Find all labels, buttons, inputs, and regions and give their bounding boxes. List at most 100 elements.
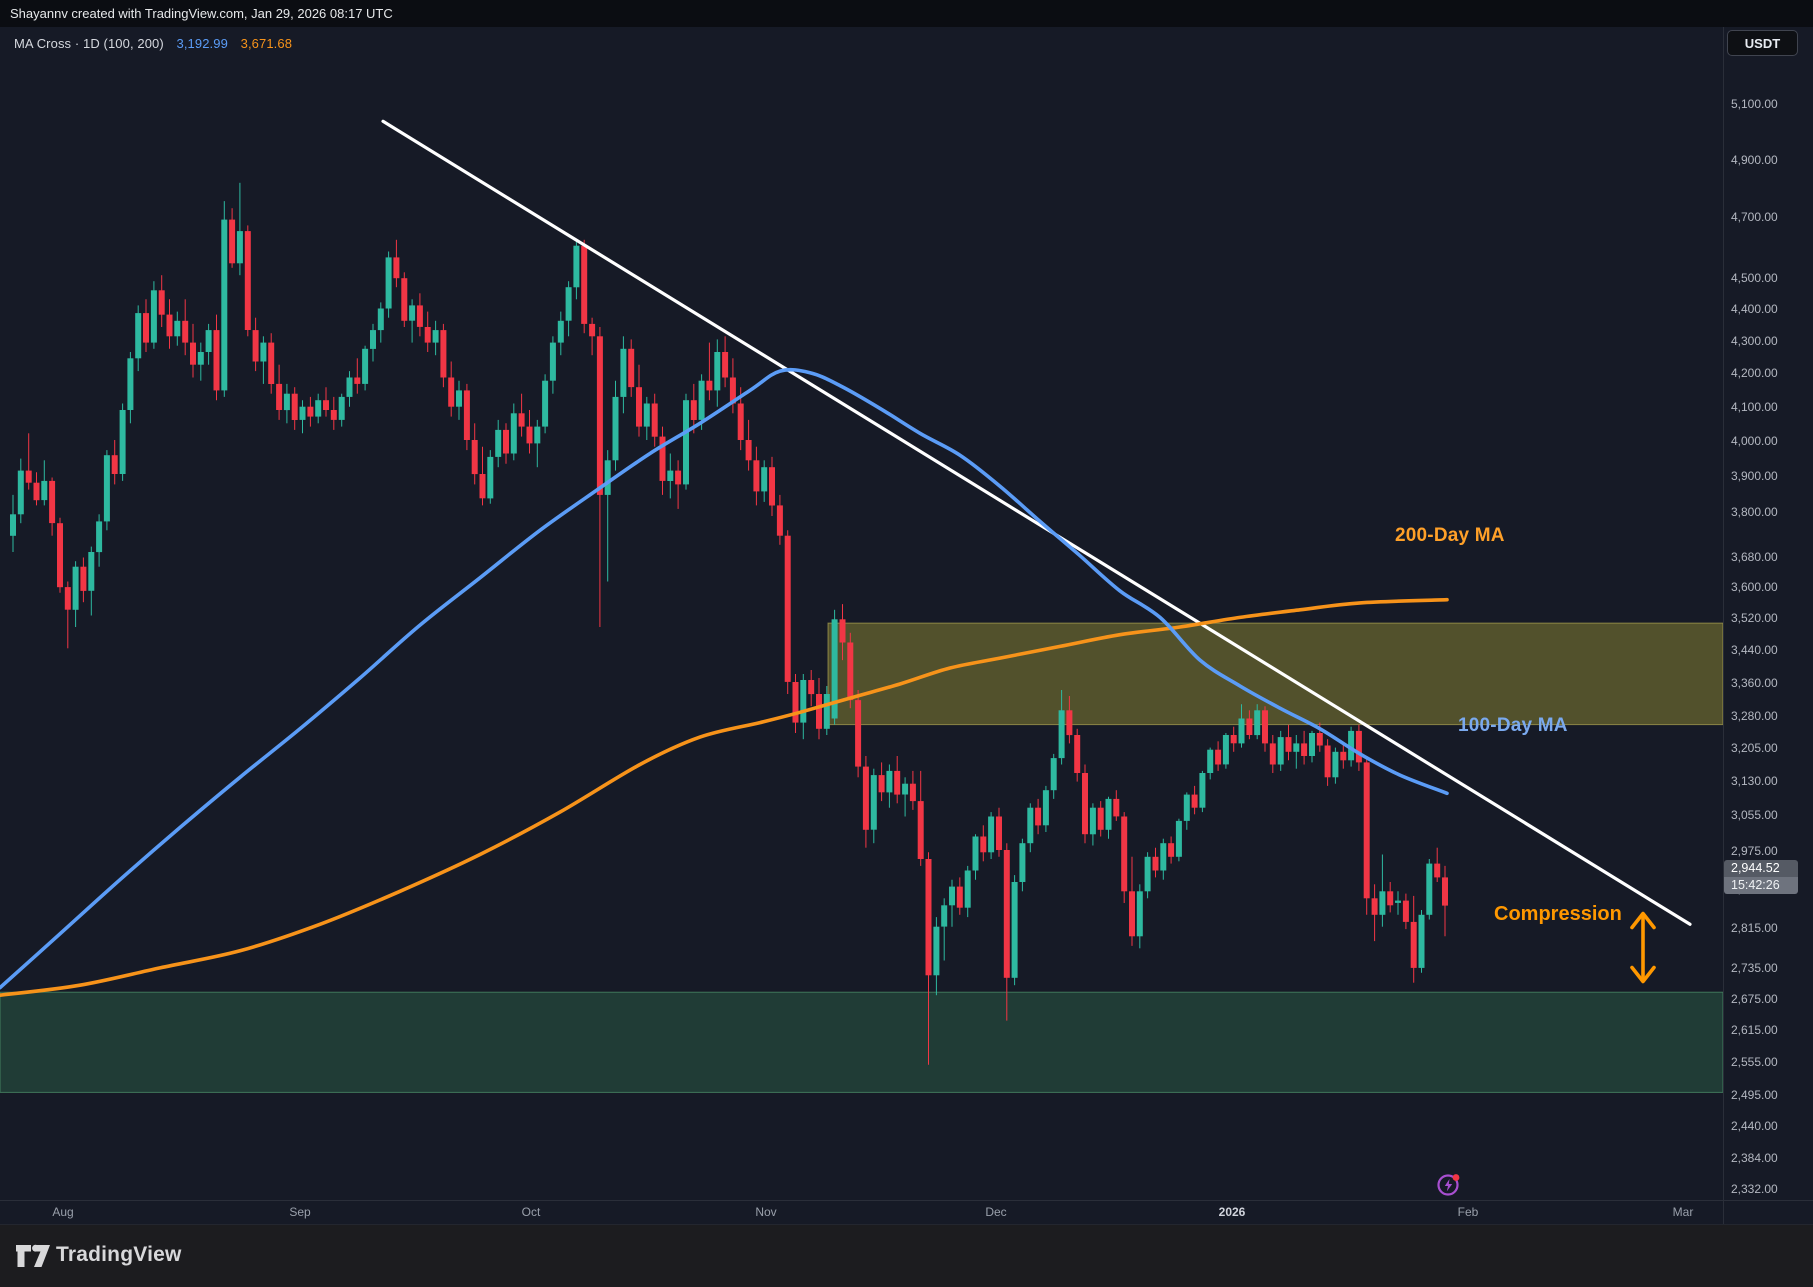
candle-body xyxy=(1363,762,1370,899)
candle-body xyxy=(80,566,87,591)
price-axis-label: 3,900.00 xyxy=(1731,469,1778,483)
ma100-value: 3,192.99 xyxy=(176,36,228,51)
candle-body xyxy=(1293,743,1300,752)
time-axis-label: Nov xyxy=(755,1205,777,1219)
candle-body xyxy=(909,783,916,802)
candle-body xyxy=(886,770,893,793)
candle-body xyxy=(1089,807,1096,835)
candle-body xyxy=(174,320,181,337)
tradingview-logo-icon[interactable] xyxy=(14,1242,52,1270)
price-chart[interactable] xyxy=(0,54,1723,1278)
price-axis-label: 2,332.00 xyxy=(1731,1181,1778,1196)
candle-body xyxy=(714,352,721,391)
candle-body xyxy=(456,390,462,407)
chart-pane[interactable] xyxy=(0,27,1813,1224)
candle-body xyxy=(1058,710,1065,759)
ma200-line[interactable] xyxy=(0,597,1449,997)
candle-body xyxy=(377,308,384,331)
price-axis-label: 2,384.00 xyxy=(1731,1151,1778,1166)
supply-zone[interactable] xyxy=(827,622,1723,726)
candle-body xyxy=(753,460,760,492)
candle-body xyxy=(244,231,251,330)
candle-body xyxy=(1324,745,1331,778)
candle-body xyxy=(205,330,212,352)
candle-body xyxy=(143,313,149,343)
candle-body xyxy=(1355,730,1362,763)
candle-body xyxy=(150,290,157,343)
price-axis-label: 5,100.00 xyxy=(1731,97,1778,112)
chart-legend[interactable]: MA Cross · 1D (100, 200) 3,192.99 3,671.… xyxy=(14,36,292,51)
price-axis-label: 3,205.00 xyxy=(1731,741,1778,756)
price-axis-label: 3,055.00 xyxy=(1731,807,1778,822)
candle-body xyxy=(1410,921,1417,968)
ma100-line[interactable] xyxy=(0,367,1449,990)
price-axis-label: 4,900.00 xyxy=(1731,152,1778,167)
candle-body xyxy=(1175,820,1182,857)
candle-body xyxy=(401,278,408,321)
candle-body xyxy=(166,314,173,337)
candle-body xyxy=(1426,863,1433,915)
candle-body xyxy=(10,514,16,536)
candle-body xyxy=(503,429,509,454)
currency-toggle-button[interactable]: USDT xyxy=(1727,30,1798,56)
candle-body xyxy=(1097,807,1104,830)
candle-body xyxy=(964,870,971,908)
candle-body xyxy=(800,680,807,723)
candle-body xyxy=(197,352,204,365)
candle-body xyxy=(636,387,642,427)
candle-body xyxy=(17,470,24,515)
candle-body xyxy=(565,287,572,321)
candle-body xyxy=(1121,816,1128,892)
candle-body xyxy=(659,436,666,481)
candle-body xyxy=(1222,735,1229,765)
candle-body xyxy=(1011,882,1018,978)
candle-body xyxy=(745,440,752,461)
candle-body xyxy=(894,770,901,795)
candle-body xyxy=(299,406,306,420)
candle-body xyxy=(471,440,478,475)
chart-bottom-border xyxy=(0,1224,1813,1225)
candle-body xyxy=(1246,718,1253,735)
price-axis-label: 4,700.00 xyxy=(1731,210,1778,225)
candle-body xyxy=(870,775,877,830)
candle-body xyxy=(784,535,791,682)
time-axis-border xyxy=(0,1200,1813,1201)
candle-body xyxy=(268,342,275,384)
candle-body xyxy=(855,700,862,767)
candle-body xyxy=(307,406,314,417)
candle-body xyxy=(1207,749,1214,773)
descending-trendline[interactable] xyxy=(381,119,1692,926)
candle-body xyxy=(643,403,650,427)
flash-ideas-icon[interactable] xyxy=(1436,1172,1462,1198)
candle-body xyxy=(1238,718,1245,744)
candle-body xyxy=(776,505,783,536)
candle-body xyxy=(440,330,447,378)
arrow-head-up xyxy=(1630,911,1656,930)
candle-body xyxy=(346,377,353,397)
candle-body xyxy=(1082,773,1088,835)
credit-bar: Shayannv created with TradingView.com, J… xyxy=(0,0,1813,27)
candle-body xyxy=(862,766,869,830)
tradingview-wordmark[interactable]: TradingView xyxy=(56,1243,182,1266)
candle-body xyxy=(354,377,361,384)
candle-body xyxy=(878,775,885,793)
candle-body xyxy=(1066,710,1073,736)
demand-zone[interactable] xyxy=(0,991,1723,1093)
price-axis-label: 3,280.00 xyxy=(1731,709,1778,723)
candle-body xyxy=(1301,743,1308,756)
candle-body xyxy=(534,426,541,444)
candle-body xyxy=(236,231,243,264)
candle-body xyxy=(370,330,376,349)
candle-body xyxy=(1434,863,1441,878)
candle-body xyxy=(769,467,775,506)
candle-body xyxy=(283,393,290,411)
candle-body xyxy=(1348,730,1355,761)
candle-body xyxy=(416,305,423,327)
price-axis-label: 4,200.00 xyxy=(1731,366,1778,381)
candle-body xyxy=(1254,710,1261,736)
candle-body xyxy=(722,352,729,378)
price-axis-label: 3,800.00 xyxy=(1731,505,1778,519)
candle-body xyxy=(1199,773,1206,808)
candle-body xyxy=(1332,751,1339,778)
candle-body xyxy=(182,320,189,343)
